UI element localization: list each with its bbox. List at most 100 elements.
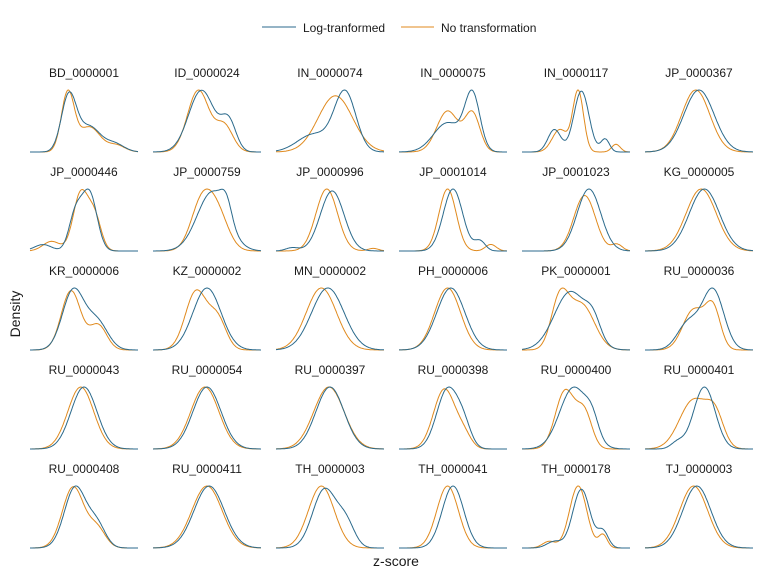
density-line-log-tranformed — [29, 188, 138, 252]
density-line-log-tranformed — [645, 386, 753, 450]
panel-title: TH_0000041 — [418, 462, 488, 476]
panel-title: JP_0000759 — [173, 165, 241, 179]
density-line-no-transformation — [153, 289, 261, 351]
density-line-log-tranformed — [645, 89, 753, 153]
facet-panel: JP_0000759 — [153, 165, 262, 252]
facet-panel: JP_0000446 — [29, 165, 138, 252]
panel-title: JP_0001014 — [419, 165, 487, 179]
density-line-no-transformation — [399, 110, 507, 153]
density-line-no-transformation — [276, 188, 385, 252]
panel-title: MN_0000002 — [294, 264, 366, 278]
panel-title: JP_0000446 — [50, 165, 118, 179]
density-line-no-transformation — [29, 188, 138, 252]
density-line-no-transformation — [399, 485, 507, 549]
density-line-no-transformation — [30, 89, 139, 153]
density-line-log-tranformed — [645, 287, 753, 351]
facet-panels: BD_0000001 ID_0000024 IN_0000074 IN_0000075… — [29, 66, 753, 549]
facet-panel: TH_0000003 — [275, 462, 384, 549]
facet-panel: RU_0000411 — [153, 462, 261, 549]
density-line-no-transformation — [522, 388, 630, 450]
panel-title: IN_0000075 — [420, 66, 486, 80]
panel-title: JP_0000996 — [296, 165, 364, 179]
panel-title: RU_0000036 — [664, 264, 735, 278]
legend: Log-tranformed No transformation — [262, 21, 536, 35]
density-line-no-transformation — [153, 386, 261, 450]
panel-title: RU_0000411 — [172, 462, 242, 476]
density-line-log-tranformed — [153, 485, 261, 549]
density-line-no-transformation — [399, 287, 507, 351]
density-line-no-transformation — [399, 188, 507, 252]
density-line-no-transformation — [645, 397, 753, 450]
density-line-log-tranformed — [399, 485, 507, 549]
facet-panel: RU_0000408 — [30, 462, 138, 549]
panel-title: RU_0000400 — [541, 363, 612, 377]
panel-title: BD_0000001 — [49, 66, 119, 80]
density-line-log-tranformed — [30, 287, 138, 351]
facet-panel: PH_0000006 — [399, 264, 507, 351]
facet-panel: RU_0000400 — [522, 363, 630, 450]
density-line-no-transformation — [522, 485, 630, 549]
x-axis-title: z-score — [373, 553, 419, 569]
density-line-log-tranformed — [399, 386, 507, 450]
density-line-log-tranformed — [276, 487, 384, 549]
density-line-log-tranformed — [645, 188, 753, 252]
density-line-no-transformation — [30, 386, 138, 450]
facet-panel: RU_0000043 — [30, 363, 138, 450]
density-line-log-tranformed — [275, 190, 384, 252]
facet-panel: IN_0000074 — [275, 66, 385, 153]
facet-panel: JP_0000996 — [275, 165, 385, 252]
panel-title: PH_0000006 — [418, 264, 488, 278]
facet-panel: RU_0000398 — [399, 363, 507, 450]
density-line-no-transformation — [276, 95, 385, 153]
density-line-no-transformation — [645, 89, 753, 153]
panel-title: ID_0000024 — [174, 66, 240, 80]
panel-title: PK_0000001 — [541, 264, 611, 278]
legend-label-no-transformation: No transformation — [441, 21, 536, 35]
density-line-no-transformation — [153, 485, 261, 549]
density-line-log-tranformed — [645, 485, 753, 549]
density-line-log-tranformed — [276, 386, 384, 450]
panel-title: JP_0000367 — [665, 66, 733, 80]
panel-title: RU_0000398 — [418, 363, 489, 377]
density-line-log-tranformed — [275, 89, 384, 153]
facet-panel: KZ_0000002 — [153, 264, 261, 351]
density-line-log-tranformed — [153, 386, 261, 450]
density-line-no-transformation — [522, 287, 631, 351]
y-axis-title: Density — [7, 291, 23, 338]
density-line-no-transformation — [645, 485, 753, 549]
facet-panel: RU_0000401 — [645, 363, 753, 450]
panel-title: TH_0000178 — [541, 462, 611, 476]
panel-title: RU_0000401 — [664, 363, 735, 377]
panel-title: RU_0000054 — [172, 363, 243, 377]
density-line-log-tranformed — [522, 188, 630, 252]
panel-title: IN_0000117 — [544, 66, 609, 80]
facet-panel: JP_0001014 — [399, 165, 507, 252]
panel-title: TH_0000003 — [295, 462, 365, 476]
density-line-log-tranformed — [522, 386, 630, 450]
density-line-no-transformation — [522, 194, 631, 252]
legend-label-log-tranformed: Log-tranformed — [303, 21, 385, 35]
density-line-log-tranformed — [521, 290, 630, 351]
density-line-no-transformation — [275, 287, 384, 351]
panel-title: RU_0000397 — [295, 363, 366, 377]
facet-panel: IN_0000117 — [522, 66, 631, 153]
density-line-no-transformation — [645, 188, 753, 252]
facet-panel: RU_0000054 — [153, 363, 261, 450]
facet-panel: KG_0000005 — [645, 165, 753, 252]
density-line-no-transformation — [399, 388, 507, 450]
density-line-log-tranformed — [30, 485, 138, 549]
facet-panel: BD_0000001 — [30, 66, 139, 153]
density-line-no-transformation — [153, 188, 261, 252]
density-line-log-tranformed — [522, 488, 630, 549]
density-line-log-tranformed — [276, 287, 384, 351]
density-line-log-tranformed — [30, 91, 139, 153]
facet-panel: JP_0000367 — [645, 66, 753, 153]
facet-panel: IN_0000075 — [399, 66, 507, 153]
facet-panel: KR_0000006 — [30, 264, 138, 351]
density-line-no-transformation — [153, 89, 261, 153]
facet-panel: ID_0000024 — [153, 66, 261, 153]
density-line-log-tranformed — [399, 89, 507, 153]
panel-title: KZ_0000002 — [173, 264, 242, 278]
facet-panel: TH_0000178 — [522, 462, 630, 549]
density-line-no-transformation — [275, 485, 384, 549]
